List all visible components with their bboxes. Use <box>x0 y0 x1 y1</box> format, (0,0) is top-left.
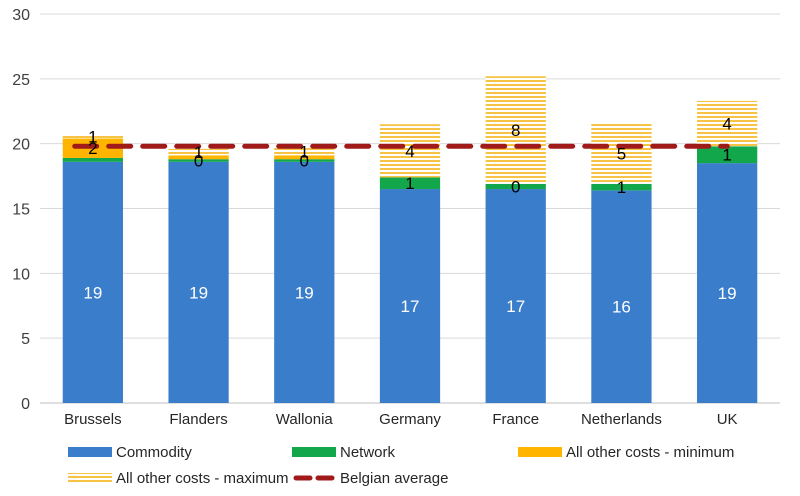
legend-label: All other costs - maximum <box>116 470 289 487</box>
bar-segment <box>697 100 758 147</box>
data-label: 4 <box>405 142 414 161</box>
legend: Commodity Network All other costs - minimu… <box>68 444 734 487</box>
legend-swatch <box>518 447 562 457</box>
bar-segment <box>379 177 441 190</box>
data-label: 1 <box>300 142 309 161</box>
bar-segment <box>62 157 123 162</box>
bar-segment <box>591 183 652 191</box>
data-label: 1 <box>722 146 731 165</box>
x-category-label: Germany <box>379 411 441 428</box>
legend-label: Commodity <box>116 444 192 461</box>
data-label: 0 <box>300 152 309 171</box>
y-tick-label: 20 <box>12 137 30 154</box>
x-category-label: Flanders <box>169 411 227 428</box>
y-tick-label: 10 <box>12 266 30 283</box>
bar-segment <box>62 161 123 403</box>
bar-segment <box>62 134 123 139</box>
bar-segment <box>485 189 546 403</box>
data-label: 19 <box>189 283 208 302</box>
legend-label: Network <box>340 444 396 461</box>
x-category-label: France <box>492 411 539 428</box>
bar-segment <box>274 155 335 160</box>
bar-segment <box>168 161 229 403</box>
y-tick-label: 15 <box>12 202 30 219</box>
bar-segment <box>379 189 441 403</box>
data-label: 2 <box>88 139 97 158</box>
bar-segment <box>485 76 546 184</box>
data-label: 19 <box>295 283 314 302</box>
bar-segment <box>274 159 335 162</box>
data-label: 4 <box>722 115 731 134</box>
x-axis-categories: Brussels Flanders Wallonia Germany France Net… <box>64 411 737 428</box>
y-tick-label: 5 <box>21 331 30 348</box>
bar-segment <box>591 190 652 403</box>
data-label: 8 <box>511 121 520 140</box>
legend-label: All other costs - minimum <box>566 444 734 461</box>
x-category-label: Wallonia <box>276 411 334 428</box>
bar-segment <box>379 124 441 178</box>
legend-swatch <box>68 447 112 457</box>
data-label: 1 <box>405 174 414 193</box>
bar-segment <box>591 122 652 184</box>
data-label: 5 <box>617 144 626 163</box>
data-label: 1 <box>617 178 626 197</box>
y-tick-label: 30 <box>12 7 30 24</box>
bar-segment <box>274 161 335 403</box>
bar-segment <box>697 146 758 164</box>
x-category-label: UK <box>717 411 738 428</box>
data-label: 0 <box>511 177 520 196</box>
legend-swatch <box>68 473 112 483</box>
y-tick-label: 25 <box>12 72 30 89</box>
legend-swatch <box>292 447 336 457</box>
data-label: 19 <box>718 284 737 303</box>
bar-segment <box>274 147 335 156</box>
bar-segment <box>168 155 229 160</box>
y-axis-ticks: 0 5 10 15 20 25 30 <box>12 7 30 413</box>
data-label: 16 <box>612 298 631 317</box>
legend-label: Belgian average <box>340 470 448 487</box>
data-label: 1 <box>88 128 97 147</box>
bar-segment <box>168 159 229 162</box>
x-category-label: Brussels <box>64 411 122 428</box>
y-tick-label: 0 <box>21 396 30 413</box>
bar-segment <box>697 163 758 403</box>
data-label: 17 <box>401 297 420 316</box>
bars <box>62 76 758 403</box>
data-label: 19 <box>83 283 102 302</box>
bar-segment <box>485 183 546 190</box>
x-category-label: Netherlands <box>581 411 662 428</box>
bar-segment <box>168 148 229 156</box>
data-label: 0 <box>194 152 203 171</box>
data-label: 17 <box>506 297 525 316</box>
data-label: 1 <box>194 143 203 162</box>
